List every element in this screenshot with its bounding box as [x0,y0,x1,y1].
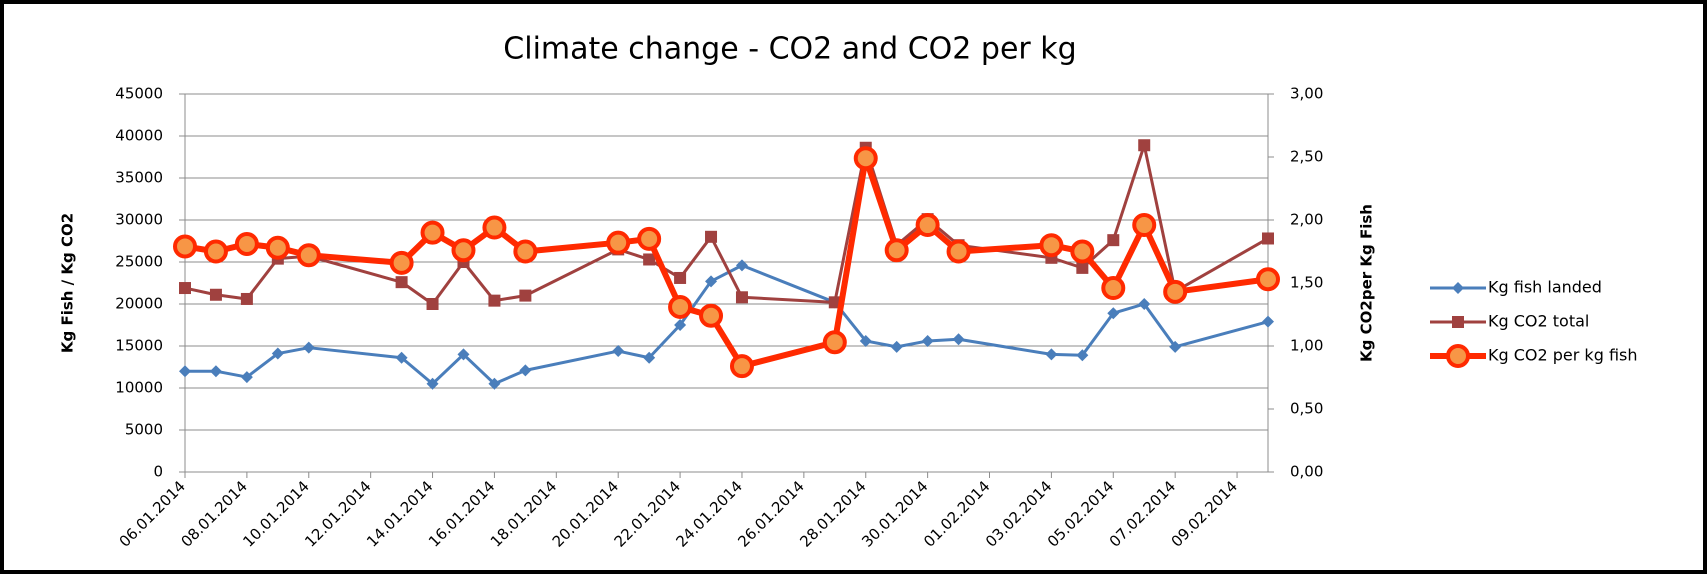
data-point [735,259,748,272]
data-point [1132,213,1157,238]
data-point [1138,139,1151,152]
data-point [1070,239,1095,264]
data-point [451,238,476,263]
data-point [729,354,754,379]
data-point [735,291,748,304]
data-point [915,213,940,238]
data-point [1101,276,1126,301]
y2-axis-label: Kg CO2per Kg Fish [1358,204,1376,362]
data-point [179,282,191,295]
data-point [209,288,222,301]
data-point [296,243,321,268]
y2-tick-label: 0,00 [1290,463,1323,481]
data-point [1262,232,1274,245]
data-point [457,348,470,361]
y2-tick-label: 1,50 [1290,274,1323,292]
data-point [1256,267,1280,292]
data-point [234,231,259,256]
y-tick-label: 40000 [115,127,163,145]
data-point [173,234,197,259]
data-point [705,275,718,288]
y-tick-label: 5000 [125,421,163,439]
data-point [668,294,693,319]
data-point [822,330,847,355]
data-point [1163,279,1188,304]
y-tick-label: 15000 [115,337,163,355]
data-point [420,220,445,245]
y2-tick-label: 2,50 [1290,148,1323,166]
data-point [946,239,971,264]
data-point [519,364,532,377]
y-tick-label: 30000 [115,211,163,229]
data-point [952,333,965,346]
data-point [513,239,538,264]
data-point [643,253,656,266]
data-point [395,276,408,289]
legend-label: Kg fish landed [1488,278,1602,297]
data-point [1107,307,1120,320]
data-point [426,298,439,310]
legend-label: Kg CO2 per kg fish [1488,346,1638,365]
y-tick-label: 35000 [115,169,163,187]
data-point [828,296,841,309]
data-point [488,377,501,390]
data-point [395,351,408,364]
data-point [859,334,872,347]
y-tick-label: 45000 [115,85,163,103]
data-point [519,289,532,302]
data-point [1039,233,1064,258]
data-point [884,238,909,263]
data-point [674,319,687,331]
legend-label: Kg CO2 total [1488,312,1589,331]
data-point [271,347,284,360]
y2-tick-label: 2,00 [1290,211,1323,229]
data-point [265,235,290,260]
data-point [482,215,507,240]
chart-title: Climate change - CO2 and CO2 per kg [503,32,1076,67]
legend-marker [1446,344,1470,368]
data-point [705,230,718,243]
data-point [853,146,878,171]
data-point [1169,340,1182,353]
y-tick-label: 20000 [115,295,163,313]
data-point [209,365,222,378]
y2-tick-label: 0,50 [1290,400,1323,418]
legend-marker [1452,282,1464,294]
data-point [1107,234,1120,247]
data-point [637,226,662,251]
data-point [302,341,315,354]
data-point [1076,349,1089,362]
data-point [921,334,934,347]
data-point [389,250,414,275]
data-point [674,271,687,284]
data-point [203,239,228,264]
y2-tick-label: 1,00 [1290,337,1323,355]
data-point [606,230,631,255]
data-point [179,365,191,378]
y-tick-label: 0 [153,463,163,481]
y-tick-label: 10000 [115,379,163,397]
data-point [699,303,724,328]
legend-marker [1452,316,1464,328]
data-point [1045,251,1058,264]
data-point [426,377,439,390]
y2-tick-label: 3,00 [1290,85,1323,103]
data-point [240,292,253,305]
data-point [1138,298,1151,310]
data-point [643,351,656,364]
data-point [612,345,625,358]
data-point [1045,348,1058,361]
y-tick-label: 25000 [115,253,163,271]
data-point [488,294,501,307]
data-point [1076,261,1089,274]
y-axis-label: Kg Fish / Kg CO2 [59,213,77,353]
data-point [1262,315,1274,328]
data-point [890,340,903,353]
data-point [240,371,253,384]
